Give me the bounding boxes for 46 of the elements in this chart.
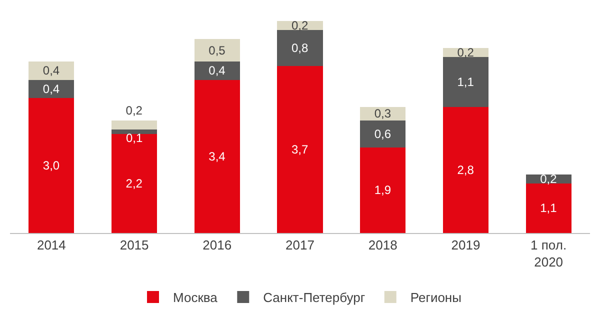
data-label: 0,5 (208, 43, 226, 58)
bar (112, 120, 158, 130)
data-label: 2,8 (457, 162, 474, 177)
x-tick-label: 2019 (451, 238, 480, 253)
bar (442, 57, 488, 107)
bar (277, 66, 323, 233)
data-label: 0,4 (42, 64, 60, 78)
bar (112, 129, 158, 134)
x-tick-label: 2015 (120, 238, 149, 253)
legend-label: Регионы (410, 290, 462, 306)
data-label: 0,6 (374, 126, 392, 141)
x-tick-label: 1 пол. 2020 (530, 238, 567, 270)
data-label: 1,1 (540, 201, 558, 216)
bar (194, 62, 240, 80)
bar (194, 80, 240, 233)
x-tick-label: 2016 (202, 238, 232, 253)
data-label: 0,3 (374, 106, 392, 121)
bar (360, 120, 406, 148)
bar (28, 98, 74, 233)
data-label: 1,9 (374, 183, 392, 198)
x-tick-label: 2014 (36, 238, 66, 253)
data-label: 3,7 (291, 142, 309, 157)
data-label: 0,1 (126, 131, 144, 145)
data-label: 3,4 (208, 149, 226, 164)
legend-label: Москва (173, 290, 218, 306)
bar (28, 80, 74, 98)
data-label: 0,2 (126, 103, 143, 118)
bar (194, 39, 240, 62)
data-label: 2,2 (126, 176, 143, 190)
data-label: 1,1 (457, 75, 474, 89)
x-tick-label: 2018 (368, 238, 398, 253)
data-label: 0,2 (540, 172, 558, 186)
bar (360, 147, 406, 233)
data-label: 0,2 (457, 46, 474, 60)
x-tick-label: 2017 (286, 238, 314, 253)
data-label: 3,0 (42, 158, 60, 172)
data-label: 0,4 (208, 64, 226, 78)
bar (442, 106, 488, 233)
data-label: 0,4 (42, 82, 60, 96)
data-label: 0,8 (291, 41, 309, 56)
data-label: 0,2 (291, 18, 309, 33)
bar (28, 62, 74, 80)
bar (526, 183, 572, 233)
bar (112, 134, 158, 233)
bar (277, 30, 323, 66)
legend-label: Санкт-Петербург (263, 290, 366, 306)
